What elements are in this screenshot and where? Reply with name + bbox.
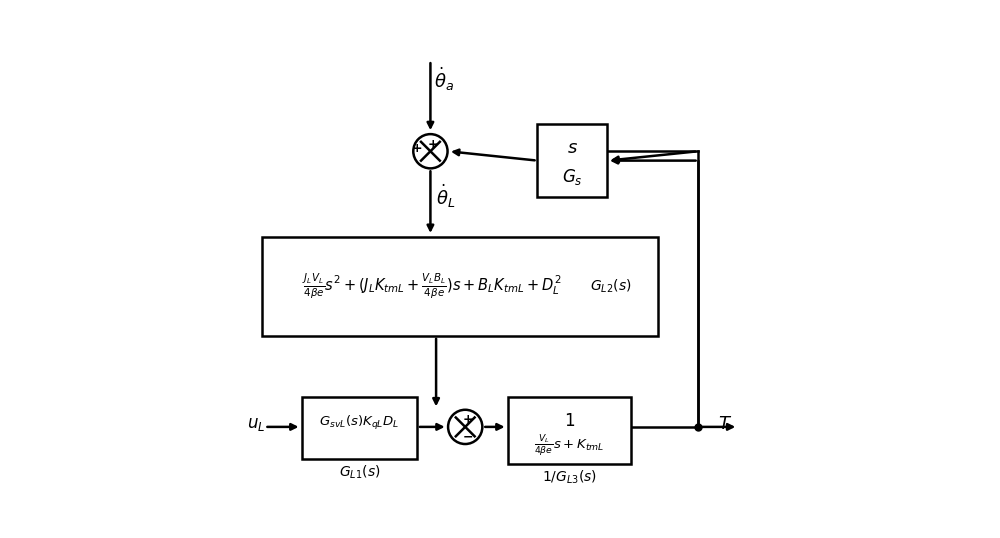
Text: $G_{L2}(s)$: $G_{L2}(s)$ bbox=[590, 278, 631, 295]
FancyBboxPatch shape bbox=[302, 398, 417, 459]
Text: $u_L$: $u_L$ bbox=[247, 415, 266, 433]
Circle shape bbox=[413, 134, 448, 168]
Text: $s$: $s$ bbox=[567, 139, 578, 157]
Text: $1/G_{L3}(s)$: $1/G_{L3}(s)$ bbox=[542, 469, 597, 486]
Text: $\dot{\theta}_L$: $\dot{\theta}_L$ bbox=[436, 183, 455, 210]
Text: +: + bbox=[463, 413, 473, 427]
FancyBboxPatch shape bbox=[262, 237, 658, 336]
Text: $1$: $1$ bbox=[564, 412, 575, 430]
Text: $T$: $T$ bbox=[718, 415, 732, 433]
Text: $G_{L1}(s)$: $G_{L1}(s)$ bbox=[339, 464, 380, 481]
Text: $\dot{\theta}_a$: $\dot{\theta}_a$ bbox=[434, 65, 454, 93]
Text: −: − bbox=[463, 430, 473, 443]
Text: $G_s$: $G_s$ bbox=[562, 167, 583, 187]
FancyBboxPatch shape bbox=[508, 398, 631, 464]
Text: $G_{svL}(s)K_{qL}D_L$: $G_{svL}(s)K_{qL}D_L$ bbox=[319, 414, 400, 432]
Text: +: + bbox=[412, 142, 422, 155]
Circle shape bbox=[448, 410, 482, 444]
Text: +: + bbox=[428, 138, 438, 151]
Text: $\frac{V_L}{4\beta e}s+K_{tmL}$: $\frac{V_L}{4\beta e}s+K_{tmL}$ bbox=[534, 433, 605, 459]
Text: $\frac{J_L V_L}{4\beta e}s^2+(J_L K_{tmL}+\frac{V_L B_L}{4\beta e})s+B_L K_{tmL}: $\frac{J_L V_L}{4\beta e}s^2+(J_L K_{tmL… bbox=[302, 272, 562, 301]
FancyBboxPatch shape bbox=[537, 124, 607, 197]
